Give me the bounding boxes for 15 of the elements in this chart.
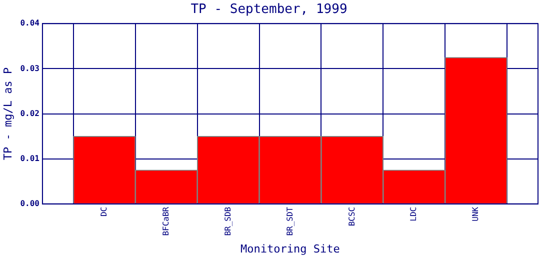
x-tick-label: UNK (471, 206, 480, 222)
x-axis-title: Monitoring Site (240, 242, 340, 256)
y-tick-label: 0.00 (20, 198, 40, 208)
x-tick-label: BR_SDB (223, 206, 232, 236)
x-tick-label: BCSC (347, 206, 356, 226)
y-axis-title: TP - mg/L as P (1, 67, 14, 160)
x-tick-label: DC (99, 206, 108, 217)
y-tick-label: 0.01 (20, 154, 40, 163)
y-tick-label: 0.03 (20, 64, 40, 73)
x-tick-label: LDC (409, 206, 418, 222)
y-tick-label: 0.04 (20, 18, 40, 28)
chart-title: TP - September, 1999 (190, 2, 348, 18)
x-tick-label: BR_SDT (285, 206, 294, 236)
x-tick-label: BFCaBR (161, 206, 170, 236)
y-tick-label: 0.02 (20, 108, 40, 118)
